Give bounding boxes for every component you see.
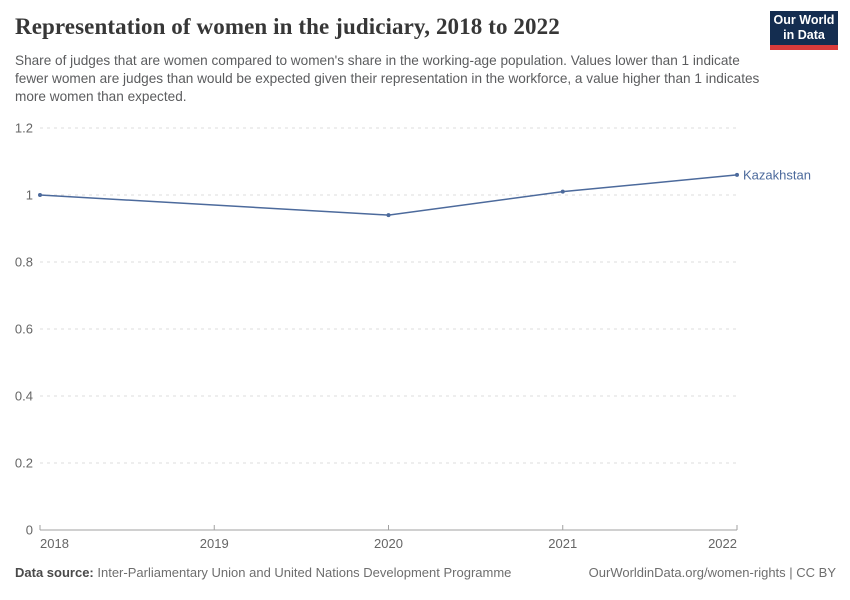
x-axis-tick-label: 2021 [548, 536, 577, 551]
x-axis-tick-label: 2018 [40, 536, 69, 551]
y-axis-tick-label: 0.4 [15, 389, 33, 404]
y-axis-tick-label: 0 [26, 523, 33, 538]
data-source-label: Data source: [15, 565, 94, 580]
y-axis-tick-label: 0.8 [15, 255, 33, 270]
y-axis-tick-label: 0.2 [15, 456, 33, 471]
data-point[interactable] [560, 189, 565, 194]
x-axis-tick-label: 2020 [374, 536, 403, 551]
x-axis-tick-label: 2019 [200, 536, 229, 551]
owid-logo[interactable]: Our World in Data [770, 11, 838, 50]
credit-link[interactable]: OurWorldinData.org/women-rights | CC BY [588, 565, 836, 580]
chart-footer: Data source: Inter-Parliamentary Union a… [15, 565, 836, 580]
owid-logo-line2: in Data [783, 28, 825, 42]
data-point[interactable] [735, 172, 739, 177]
data-source-text: Inter-Parliamentary Union and United Nat… [97, 565, 512, 580]
chart-subtitle: Share of judges that are women compared … [15, 53, 760, 105]
x-axis-tick-label: 2022 [708, 536, 737, 551]
owid-logo-line1: Our World [773, 13, 835, 27]
data-point[interactable] [386, 213, 391, 218]
data-point[interactable] [38, 193, 42, 197]
y-axis-tick-label: 1.2 [15, 121, 33, 136]
page-title: Representation of women in the judiciary… [15, 14, 560, 39]
y-axis-tick-label: 0.6 [15, 322, 33, 337]
series-line-kazakhstan[interactable] [39, 174, 738, 216]
series-end-label[interactable]: Kazakhstan [743, 167, 811, 182]
data-source-note: Data source: Inter-Parliamentary Union a… [15, 565, 511, 580]
y-axis-tick-label: 1 [26, 188, 33, 203]
